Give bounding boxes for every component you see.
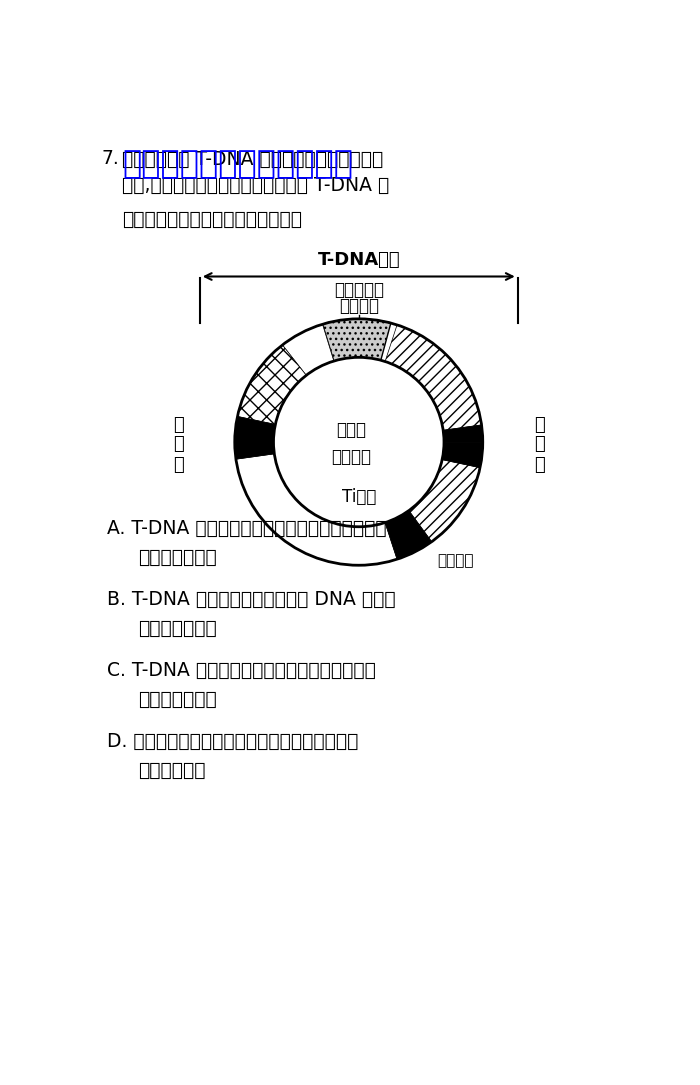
Wedge shape (442, 442, 483, 468)
Text: T-DNA区域: T-DNA区域 (317, 251, 400, 269)
Circle shape (274, 357, 444, 526)
Text: 界: 界 (173, 456, 183, 474)
Text: D. 农杆菌通过改变植物激素的种类与比例诱导细: D. 农杆菌通过改变植物激素的种类与比例诱导细 (107, 731, 358, 751)
Wedge shape (237, 345, 307, 424)
Text: 复制原点: 复制原点 (437, 553, 473, 569)
Wedge shape (385, 324, 482, 431)
Circle shape (234, 319, 483, 565)
Text: 界: 界 (534, 456, 545, 474)
Text: 微信公众号关注：趣找答案: 微信公众号关注：趣找答案 (122, 150, 354, 180)
Wedge shape (323, 319, 391, 361)
Text: 的部分结构。下列有关分析错误的是: 的部分结构。下列有关分析错误的是 (122, 209, 302, 229)
Wedge shape (409, 460, 480, 541)
Text: C. T-DNA 结构的完整性是诱导宿主植株产生冠: C. T-DNA 结构的完整性是诱导宿主植株产生冠 (107, 661, 376, 679)
Text: 农杆菌特有的 T-DNA 能够提高其对宿主细胞的: 农杆菌特有的 T-DNA 能够提高其对宿主细胞的 (122, 150, 384, 168)
Wedge shape (234, 319, 483, 565)
Wedge shape (234, 417, 275, 459)
Wedge shape (443, 425, 483, 442)
Wedge shape (236, 454, 397, 565)
Wedge shape (282, 324, 334, 375)
Text: 左: 左 (173, 417, 183, 434)
Wedge shape (385, 511, 432, 559)
Text: 右: 右 (534, 417, 545, 434)
Text: 细胞分裂素: 细胞分裂素 (334, 281, 384, 299)
Text: 瘿瘤的重要条件: 瘿瘤的重要条件 (138, 690, 216, 709)
Text: 细胞时都可应用: 细胞时都可应用 (138, 548, 216, 567)
Text: 转化,进而使宿主长出冠瘿瘤。下图为 T-DNA 上: 转化,进而使宿主长出冠瘿瘤。下图为 T-DNA 上 (122, 177, 390, 195)
Text: Ti质粒: Ti质粒 (342, 488, 376, 507)
Text: 生长素: 生长素 (336, 421, 366, 439)
Text: 会导致基因突变: 会导致基因突变 (138, 620, 216, 638)
Circle shape (274, 357, 444, 526)
Text: B. T-DNA 整合到宿主细胞基因组 DNA 上可能: B. T-DNA 整合到宿主细胞基因组 DNA 上可能 (107, 590, 395, 609)
Text: 合成基因: 合成基因 (339, 297, 379, 315)
Text: A. T-DNA 可以转移，在将目的基因导人各种受体: A. T-DNA 可以转移，在将目的基因导人各种受体 (107, 519, 386, 538)
Text: 7.: 7. (102, 150, 119, 168)
Text: 边: 边 (534, 435, 545, 452)
Text: 合成基因: 合成基因 (331, 448, 371, 467)
Text: 边: 边 (173, 435, 183, 452)
Text: 胞的分化方向: 胞的分化方向 (138, 761, 205, 780)
